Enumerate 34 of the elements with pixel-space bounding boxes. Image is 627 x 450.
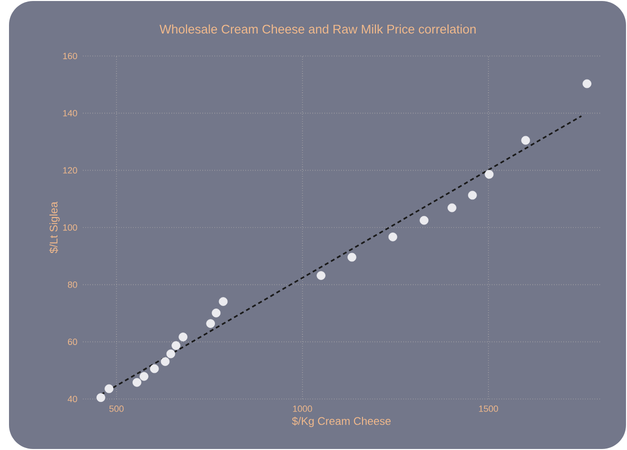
y-tick-label: 160 — [63, 52, 78, 60]
y-tick-label: 100 — [63, 224, 78, 231]
point — [166, 349, 176, 358]
point — [206, 319, 215, 328]
point — [218, 297, 228, 306]
x-tick-label: 1500 — [479, 406, 498, 412]
y-axis-title: $/Lt Siglea — [49, 202, 60, 254]
point — [484, 170, 494, 179]
point — [132, 378, 142, 387]
x-tick-label: 1000 — [293, 406, 312, 412]
y-tick-label: 120 — [63, 167, 78, 174]
point — [96, 393, 106, 402]
point — [140, 372, 148, 381]
point — [468, 190, 477, 200]
y-tick-label: 40 — [68, 396, 78, 402]
point — [172, 341, 180, 350]
x-axis-title: $/Kg Cream Cheese — [292, 416, 391, 428]
y-tick-label: 80 — [68, 281, 78, 288]
point — [388, 232, 398, 242]
point — [348, 252, 356, 262]
y-tick-label: 60 — [68, 338, 78, 346]
y-tick-label: 140 — [63, 110, 78, 116]
point — [582, 79, 592, 88]
point — [160, 357, 170, 366]
chart-title: Wholesale Cream Cheese and Raw Milk Price correlation — [160, 24, 476, 34]
point — [420, 216, 428, 225]
point — [448, 203, 456, 212]
x-tick-label: 500 — [109, 406, 124, 412]
point — [212, 308, 221, 318]
point — [316, 271, 326, 280]
point — [178, 332, 188, 342]
point — [150, 364, 159, 374]
point — [521, 136, 530, 145]
point — [104, 384, 114, 394]
